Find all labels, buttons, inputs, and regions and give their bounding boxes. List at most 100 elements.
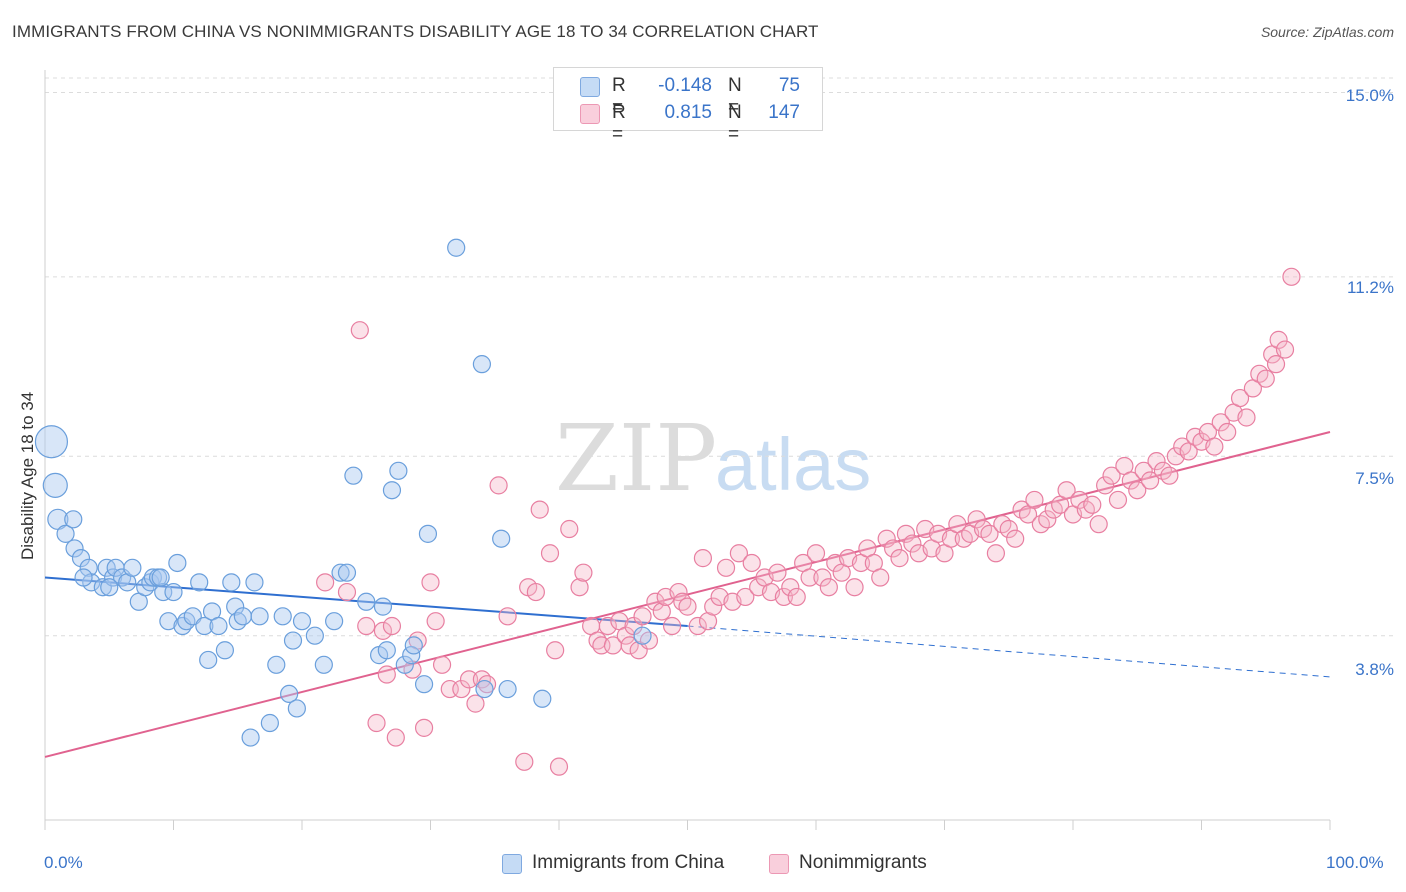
point-china bbox=[287, 699, 306, 718]
point-nonimmigrants bbox=[819, 578, 838, 597]
point-china bbox=[382, 481, 402, 500]
point-nonimmigrants bbox=[1006, 529, 1025, 548]
point-china bbox=[395, 655, 414, 674]
point-nonimmigrants bbox=[980, 524, 999, 543]
correlation-legend: R = -0.148 N = 75 R = 0.815 N = 147 bbox=[553, 67, 823, 145]
n-value: 147 bbox=[768, 102, 800, 123]
point-nonimmigrants bbox=[489, 476, 508, 495]
legend-swatch-nonimmigrants bbox=[769, 854, 789, 874]
y-tick-label: 3.8% bbox=[1355, 660, 1394, 679]
point-nonimmigrants bbox=[452, 679, 471, 699]
point-china bbox=[168, 553, 187, 573]
point-china bbox=[233, 607, 252, 626]
point-nonimmigrants bbox=[477, 675, 497, 694]
point-nonimmigrants bbox=[896, 524, 916, 543]
point-china bbox=[325, 612, 344, 631]
point-nonimmigrants bbox=[1025, 490, 1044, 510]
point-nonimmigrants bbox=[377, 665, 396, 684]
point-nonimmigrants bbox=[871, 568, 890, 587]
point-nonimmigrants bbox=[774, 587, 793, 607]
legend-label-china: Immigrants from China bbox=[532, 852, 725, 873]
point-nonimmigrants bbox=[1282, 267, 1301, 286]
point-nonimmigrants bbox=[633, 607, 652, 626]
point-china bbox=[226, 597, 245, 616]
point-nonimmigrants bbox=[386, 728, 405, 747]
point-china bbox=[331, 563, 350, 582]
point-china bbox=[65, 539, 84, 558]
point-nonimmigrants bbox=[662, 616, 682, 636]
r-label: R = bbox=[612, 75, 626, 118]
point-nonimmigrants bbox=[890, 549, 909, 568]
point-china bbox=[222, 573, 241, 592]
point-china bbox=[492, 529, 511, 548]
point-nonimmigrants bbox=[1237, 408, 1256, 427]
n-value: 75 bbox=[778, 75, 800, 96]
point-nonimmigrants bbox=[515, 752, 534, 771]
point-nonimmigrants bbox=[736, 587, 755, 607]
point-china bbox=[357, 592, 376, 611]
point-china bbox=[136, 578, 155, 597]
point-china bbox=[472, 355, 491, 374]
point-china bbox=[337, 563, 357, 582]
point-china bbox=[56, 524, 75, 543]
point-nonimmigrants bbox=[1266, 355, 1286, 374]
point-china bbox=[267, 655, 286, 674]
point-china bbox=[250, 607, 269, 626]
point-nonimmigrants bbox=[1205, 437, 1224, 456]
point-china bbox=[241, 728, 260, 747]
point-nonimmigrants bbox=[540, 544, 560, 563]
point-nonimmigrants bbox=[704, 597, 723, 616]
point-nonimmigrants bbox=[357, 616, 376, 636]
point-nonimmigrants bbox=[526, 582, 545, 602]
point-china bbox=[314, 655, 333, 674]
point-china bbox=[245, 573, 264, 592]
point-china bbox=[418, 524, 438, 543]
point-china bbox=[292, 612, 312, 631]
point-nonimmigrants bbox=[1147, 452, 1166, 471]
point-china bbox=[159, 612, 178, 631]
point-nonimmigrants bbox=[742, 553, 761, 573]
point-nonimmigrants bbox=[1218, 422, 1237, 442]
point-nonimmigrants bbox=[432, 655, 452, 674]
point-nonimmigrants bbox=[967, 510, 986, 529]
point-nonimmigrants bbox=[530, 500, 549, 519]
point-nonimmigrants bbox=[414, 718, 434, 737]
point-nonimmigrants bbox=[426, 612, 445, 631]
point-nonimmigrants bbox=[716, 558, 736, 577]
point-nonimmigrants bbox=[570, 578, 589, 597]
point-nonimmigrants bbox=[806, 544, 826, 563]
point-nonimmigrants bbox=[620, 636, 639, 655]
point-china bbox=[447, 238, 466, 257]
point-china bbox=[305, 626, 324, 645]
point-nonimmigrants bbox=[1121, 471, 1140, 490]
legend-swatch-china bbox=[580, 77, 600, 97]
point-china bbox=[164, 582, 183, 602]
point-nonimmigrants bbox=[549, 757, 569, 776]
point-china bbox=[498, 679, 517, 699]
point-china bbox=[71, 549, 91, 568]
point-china bbox=[215, 641, 234, 660]
point-nonimmigrants bbox=[986, 544, 1006, 563]
point-nonimmigrants bbox=[546, 641, 565, 660]
n-label: N = bbox=[728, 102, 742, 145]
point-nonimmigrants bbox=[560, 519, 579, 539]
point-china bbox=[533, 689, 552, 708]
watermark: ZIP atlas bbox=[555, 405, 871, 512]
point-china bbox=[280, 684, 299, 704]
n-label: N = bbox=[728, 75, 742, 118]
point-china bbox=[123, 558, 142, 577]
legend-label-nonimmigrants: Nonimmigrants bbox=[799, 852, 927, 873]
point-china bbox=[228, 612, 247, 631]
point-nonimmigrants bbox=[1140, 471, 1160, 490]
r-value: 0.815 bbox=[664, 102, 712, 123]
point-nonimmigrants bbox=[673, 592, 692, 611]
point-china bbox=[209, 616, 228, 636]
r-value: -0.148 bbox=[658, 75, 712, 96]
point-nonimmigrants bbox=[883, 539, 903, 558]
point-china bbox=[283, 631, 303, 650]
point-nonimmigrants bbox=[693, 549, 713, 568]
point-china bbox=[64, 510, 83, 529]
trend-line-china-extrapolated bbox=[687, 625, 1331, 678]
point-nonimmigrants bbox=[1102, 466, 1121, 485]
point-nonimmigrants bbox=[373, 621, 393, 640]
